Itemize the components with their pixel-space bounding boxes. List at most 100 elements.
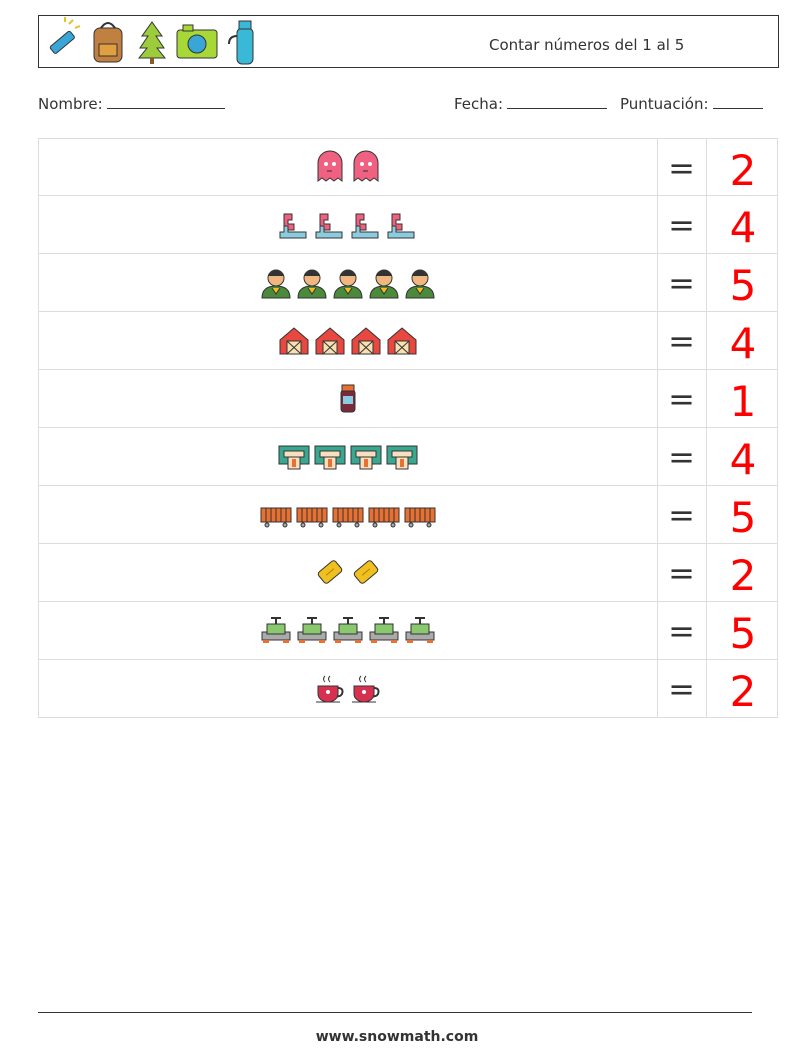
score-field: Puntuación:: [620, 94, 763, 113]
table-row: = 1: [38, 370, 778, 428]
ghost-icon: [353, 150, 379, 182]
person-part: [304, 270, 320, 276]
wagon-part: [300, 522, 306, 528]
equals-sign: =: [657, 254, 707, 311]
equals-sign: =: [657, 370, 707, 427]
equals-sign: =: [657, 312, 707, 369]
device-part: [271, 617, 281, 624]
person-part: [415, 287, 425, 295]
cup-part: [359, 675, 367, 683]
icons: [261, 269, 435, 299]
device-part: [343, 617, 353, 624]
score-label: Puntuación:: [620, 95, 709, 113]
wagon-icon: [260, 507, 292, 528]
wagon-part: [265, 508, 287, 522]
ghost-part: [317, 150, 343, 182]
jar-part: [343, 396, 353, 404]
device-icon: [333, 617, 363, 643]
cup-part: [372, 687, 380, 698]
icons: [261, 617, 435, 643]
icon-cell: [39, 660, 658, 717]
person-part: [340, 270, 356, 276]
person-icon: [297, 269, 327, 299]
person-part: [343, 287, 353, 295]
machine-part: [391, 450, 413, 458]
person-icon: [261, 269, 291, 299]
table-row: = 2: [38, 544, 778, 602]
icon-cell: [39, 312, 658, 369]
blocks-icon: [279, 213, 307, 239]
wagon-part: [282, 522, 288, 528]
device-part: [299, 640, 305, 643]
answer: 4: [729, 203, 757, 252]
barn-part: [322, 340, 338, 355]
machine-part: [364, 459, 368, 467]
person-icon: [405, 269, 435, 299]
machine-icon: [278, 445, 310, 470]
device-part: [319, 640, 325, 643]
equals-sign: =: [657, 544, 707, 601]
device-part: [410, 623, 430, 635]
machine-icon: [314, 445, 346, 470]
person-part: [379, 287, 389, 295]
wagon-icon: [296, 507, 328, 528]
blocks-icon: [351, 213, 379, 239]
answer: 2: [729, 551, 757, 600]
table-row: = 5: [38, 602, 778, 660]
cup-icon: [316, 675, 344, 703]
barn-part: [286, 340, 302, 355]
device-part: [302, 623, 322, 635]
title: Contar números del 1 al 5: [489, 36, 685, 54]
device-part: [355, 640, 361, 643]
date-label: Fecha:: [454, 95, 504, 113]
answer: 4: [729, 435, 757, 484]
wagon-part: [408, 522, 414, 528]
machine-part: [328, 459, 332, 467]
table-row: = 2: [38, 660, 778, 718]
icons: [279, 213, 415, 239]
ghost-part: [324, 162, 328, 166]
wagon-part: [301, 508, 323, 522]
device-part: [427, 640, 433, 643]
equals-sign: =: [657, 196, 707, 253]
device-icon: [297, 617, 327, 643]
icon-cell: [39, 370, 658, 427]
machine-part: [319, 450, 341, 458]
ghost-part: [332, 162, 336, 166]
icons: [317, 560, 379, 584]
answer: 5: [729, 261, 757, 310]
wagon-part: [336, 522, 342, 528]
cup-part: [362, 690, 366, 694]
machine-icon: [386, 445, 418, 470]
ghost-part: [368, 162, 372, 166]
wagon-part: [390, 522, 396, 528]
icon-cell: [39, 428, 658, 485]
cup-part: [336, 687, 344, 698]
device-part: [379, 617, 389, 624]
jar-part: [341, 384, 355, 392]
device-part: [391, 640, 397, 643]
blocks-part: [279, 225, 307, 239]
device-part: [263, 640, 269, 643]
blocks-part: [351, 225, 379, 239]
wagon-icon: [404, 507, 436, 528]
equals-sign: =: [657, 486, 707, 543]
equals-sign: =: [657, 139, 707, 195]
machine-icon: [350, 445, 382, 470]
device-part: [371, 640, 377, 643]
date-line: [507, 94, 608, 109]
device-part: [374, 623, 394, 635]
device-icon: [405, 617, 435, 643]
wagon-part: [426, 522, 432, 528]
icons: [279, 327, 417, 355]
person-icon: [333, 269, 363, 299]
device-part: [266, 623, 286, 635]
icons: [316, 675, 380, 703]
cup-icon: [352, 675, 380, 703]
wagon-icon: [332, 507, 364, 528]
icon-cell: [39, 544, 658, 601]
score-line: [712, 94, 763, 109]
count-table: = 2 = 4 = 5 = 4 = 1 = 4 = 5 = 2 = 5 = 2: [38, 138, 778, 718]
table-row: = 5: [38, 254, 778, 312]
answer: 2: [729, 146, 757, 195]
